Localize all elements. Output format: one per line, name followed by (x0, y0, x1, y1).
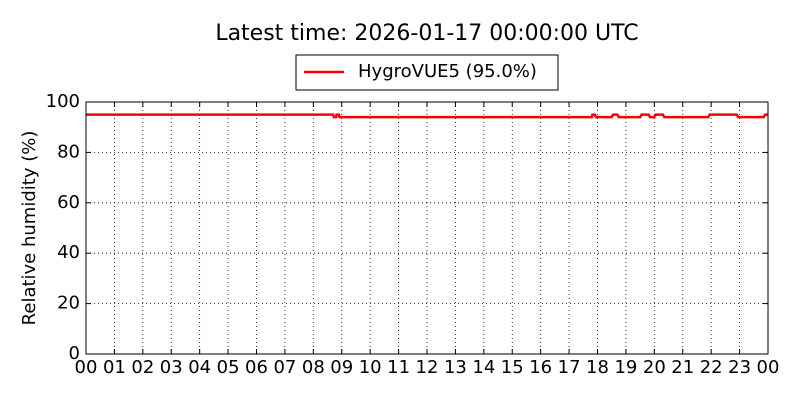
x-tick-label: 08 (302, 357, 325, 378)
x-tick-label: 06 (245, 357, 268, 378)
x-tick-label: 21 (671, 357, 694, 378)
y-tick-label: 20 (57, 293, 80, 314)
legend-label: HygroVUE5 (95.0%) (358, 61, 537, 82)
y-tick-label: 0 (69, 343, 80, 364)
y-tick-label: 40 (57, 242, 80, 263)
x-tick-label: 07 (273, 357, 296, 378)
x-tick-label: 16 (529, 357, 552, 378)
x-tick-label: 14 (472, 357, 495, 378)
data-line (86, 113, 768, 119)
x-tick-label: 09 (330, 357, 353, 378)
x-tick-label: 15 (501, 357, 524, 378)
x-tick-label: 03 (160, 357, 183, 378)
x-tick-label: 04 (188, 357, 211, 378)
x-tick-label: 19 (614, 357, 637, 378)
y-axis-label: Relative humidity (%) (19, 131, 40, 326)
y-tick-label: 60 (57, 192, 80, 213)
y-tick-label: 100 (46, 91, 80, 112)
x-tick-label: 20 (643, 357, 666, 378)
x-tick-label: 13 (444, 357, 467, 378)
x-tick-label: 18 (586, 357, 609, 378)
x-tick-label: 00 (75, 357, 98, 378)
x-tick-label: 02 (131, 357, 154, 378)
x-tick-label: 17 (558, 357, 581, 378)
x-tick-label: 12 (416, 357, 439, 378)
plot-frame (85, 101, 769, 355)
x-tick-label: 10 (359, 357, 382, 378)
x-tick-label: 05 (217, 357, 240, 378)
x-tick-label: 22 (700, 357, 723, 378)
chart-title: Latest time: 2026-01-17 00:00:00 UTC (215, 21, 638, 46)
y-tick-label: 80 (57, 141, 80, 162)
x-tick-label: 23 (728, 357, 751, 378)
x-tick-label: 01 (103, 357, 126, 378)
x-tick-label: 11 (387, 357, 410, 378)
x-tick-label: 00 (757, 357, 780, 378)
